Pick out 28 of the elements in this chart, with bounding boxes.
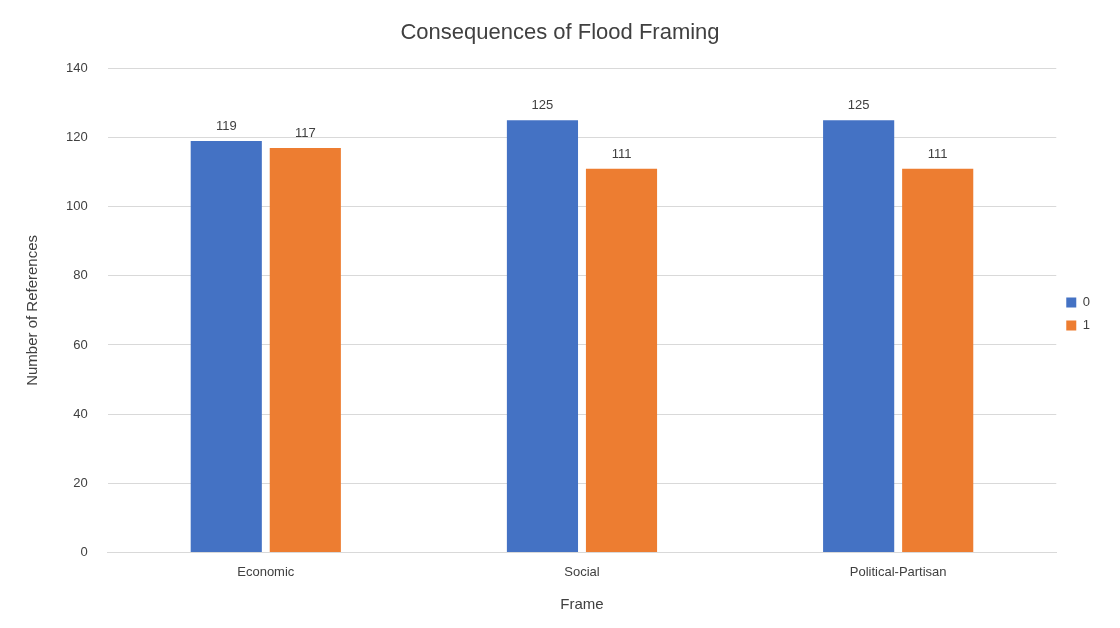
- x-tick-label: Economic: [237, 563, 295, 579]
- data-label: 125: [531, 97, 554, 113]
- x-tick-label: Political-Partisan: [849, 563, 947, 579]
- legend-label: 0: [1082, 294, 1090, 310]
- chart-title: Consequences of Flood Framing: [400, 19, 720, 45]
- y-tick-label: 40: [73, 405, 88, 421]
- data-label: 119: [215, 118, 237, 134]
- bar: [506, 120, 579, 552]
- y-axis-title: Number of References: [23, 234, 41, 386]
- data-label: 125: [847, 97, 870, 113]
- y-tick-label: 140: [65, 59, 88, 75]
- y-tick-label: 20: [73, 474, 88, 490]
- legend-label: 1: [1082, 317, 1090, 333]
- x-tick-label: Social: [564, 563, 600, 579]
- bar: [902, 168, 974, 552]
- y-tick-label: 120: [65, 129, 88, 145]
- y-tick-label: 60: [73, 336, 88, 352]
- y-tick-label: 0: [80, 543, 88, 559]
- bar: [190, 141, 262, 552]
- y-tick-label: 100: [65, 198, 88, 214]
- data-label: 111: [927, 145, 948, 161]
- bar: [269, 147, 341, 552]
- x-axis-title: Frame: [560, 595, 604, 613]
- data-label: 117: [294, 124, 316, 140]
- data-label: 111: [611, 145, 632, 161]
- bar: [823, 120, 895, 552]
- bar: [585, 168, 658, 552]
- y-tick-label: 80: [73, 267, 88, 283]
